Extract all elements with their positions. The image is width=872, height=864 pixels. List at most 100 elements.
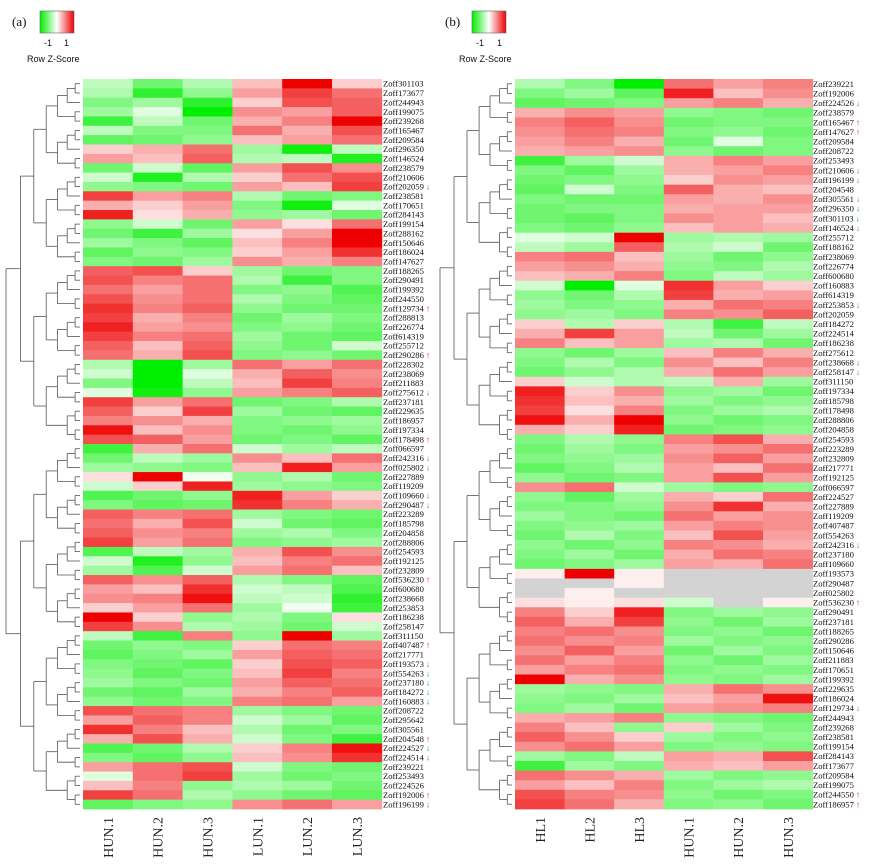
heatmap-cell xyxy=(713,559,764,570)
heatmap-cell xyxy=(132,322,183,333)
down-arrow-icon: ↓ xyxy=(426,462,430,472)
heatmap-cell xyxy=(132,303,183,314)
heatmap-cell xyxy=(515,405,565,416)
heatmap-cell xyxy=(564,386,615,397)
heatmap-cell xyxy=(83,369,134,379)
heatmap-cell xyxy=(282,247,333,258)
heatmap-cell xyxy=(83,312,134,323)
gene-label: Zoff305561 ↓ xyxy=(813,194,860,204)
heatmap-cell xyxy=(83,79,134,89)
heatmap-cell xyxy=(332,603,383,613)
heatmap-cell xyxy=(182,575,233,585)
heatmap-cell xyxy=(332,425,383,436)
heatmap-cell xyxy=(663,607,714,618)
heatmap-cell xyxy=(614,194,665,205)
heatmap-cell xyxy=(663,770,714,781)
heatmap-cell xyxy=(332,359,383,370)
gene-label: Zoff217771 xyxy=(813,463,854,473)
column-label: HUN.3 xyxy=(782,817,797,858)
gene-label: Zoff238579 xyxy=(813,108,854,118)
heatmap-cell xyxy=(83,640,134,651)
heatmap-cell xyxy=(83,228,134,239)
heatmap-cell xyxy=(182,668,233,679)
heatmap-cell xyxy=(515,540,565,551)
heatmap-cell xyxy=(763,146,813,157)
heatmap-cell xyxy=(515,732,565,743)
heatmap-cell xyxy=(282,256,333,267)
heatmap-cell xyxy=(713,453,764,464)
gene-label: Zoff258147 ↓ xyxy=(813,367,860,377)
heatmap-cell xyxy=(614,175,665,186)
heatmap-cell xyxy=(515,338,565,349)
heatmap-cell xyxy=(132,228,183,239)
heatmap-cell xyxy=(614,492,665,503)
heatmap-cell xyxy=(515,203,565,214)
heatmap-cell xyxy=(663,549,714,560)
color-key-tick-high: 1 xyxy=(497,38,502,48)
heatmap-cell xyxy=(713,770,764,781)
heatmap-cell xyxy=(83,565,134,576)
heatmap-cell xyxy=(713,501,764,512)
heatmap-cell xyxy=(232,210,283,220)
heatmap-cell xyxy=(564,347,615,358)
heatmap-cell xyxy=(515,136,565,147)
heatmap-cell xyxy=(282,659,333,670)
heatmap-cell xyxy=(614,799,665,810)
heatmap-cell xyxy=(614,578,665,589)
gene-label: Zoff254593 xyxy=(813,434,854,444)
heatmap-cell xyxy=(713,568,764,579)
heatmap-cell xyxy=(564,376,615,387)
heatmap-cell xyxy=(282,210,333,220)
heatmap-cell xyxy=(232,575,283,585)
heatmap-cell xyxy=(232,481,283,492)
heatmap-cell xyxy=(763,568,813,579)
heatmap-cell xyxy=(232,771,283,782)
heatmap-cell xyxy=(515,501,565,512)
heatmap-cell xyxy=(663,789,714,800)
heatmap-cell xyxy=(232,462,283,473)
heatmap-cell xyxy=(614,664,665,675)
heatmap-cell xyxy=(232,172,283,183)
heatmap-cell xyxy=(132,163,183,173)
heatmap-cell xyxy=(713,127,764,138)
heatmap-cell xyxy=(83,275,134,286)
heatmap-cell xyxy=(232,752,283,763)
heatmap-cell xyxy=(713,357,764,368)
heatmap-cell xyxy=(182,771,233,782)
heatmap-cell xyxy=(763,367,813,378)
heatmap-cell xyxy=(515,184,565,195)
heatmap-cell xyxy=(282,677,333,688)
gene-label: Zoff244943 xyxy=(813,713,854,723)
heatmap-cell xyxy=(282,378,333,389)
heatmap-cell xyxy=(713,511,764,522)
heatmap-cell xyxy=(83,668,134,679)
heatmap-cell xyxy=(763,664,813,675)
heatmap-cell xyxy=(282,312,333,323)
heatmap-cell xyxy=(332,593,383,604)
gene-label: Zoff129734 ↑ xyxy=(383,303,430,313)
heatmap-cell xyxy=(182,500,233,510)
heatmap-cell xyxy=(83,444,134,454)
heatmap-panel-a: Zoff301103Zoff173677Zoff244943Zoff199075… xyxy=(5,79,430,858)
heatmap-cell xyxy=(83,575,134,585)
heatmap-cell xyxy=(282,481,333,492)
heatmap-cell xyxy=(83,584,134,595)
heatmap-cell xyxy=(232,762,283,772)
heatmap-cell xyxy=(763,299,813,310)
heatmap-cell xyxy=(515,799,565,810)
gene-label: Zoff227889 xyxy=(813,502,854,512)
heatmap-cell xyxy=(282,565,333,576)
heatmap-cell xyxy=(132,350,183,361)
heatmap-cell xyxy=(282,762,333,772)
heatmap-cell xyxy=(332,219,383,230)
heatmap-cell xyxy=(614,395,665,406)
heatmap-cell xyxy=(282,116,333,127)
heatmap-cell xyxy=(282,500,333,510)
heatmap-cell xyxy=(332,238,383,248)
heatmap-cell xyxy=(132,275,183,286)
gene-label: Zoff165467 xyxy=(383,125,425,135)
heatmap-cell xyxy=(763,184,813,195)
gene-label: Zoff229635 xyxy=(813,684,854,694)
heatmap-cell xyxy=(663,530,714,541)
heatmap-cell xyxy=(83,163,134,173)
